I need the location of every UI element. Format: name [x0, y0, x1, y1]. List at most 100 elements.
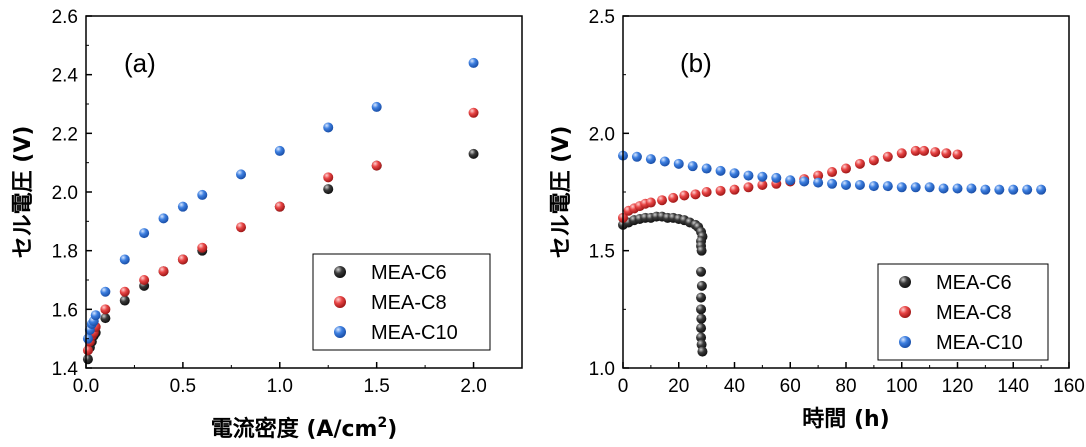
data-point	[827, 167, 838, 178]
data-point	[468, 57, 479, 68]
data-point	[236, 169, 247, 180]
data-point	[82, 345, 93, 356]
data-point	[919, 145, 930, 156]
data-point	[757, 171, 768, 182]
data-point	[701, 163, 712, 174]
data-point	[854, 158, 865, 169]
panel-a-legend: MEA-C6 MEA-C8 MEA-C10	[312, 253, 491, 351]
data-point	[119, 254, 130, 265]
legend-label: MEA-C8	[936, 302, 1012, 324]
data-point	[696, 280, 707, 291]
data-point	[696, 304, 707, 315]
data-point	[82, 354, 93, 365]
data-point	[100, 304, 111, 315]
data-point	[468, 148, 479, 159]
legend-label: MEA-C8	[371, 292, 447, 314]
data-point	[896, 182, 907, 193]
data-point	[854, 179, 865, 190]
series-mea-c8	[618, 145, 963, 223]
data-point	[323, 122, 334, 133]
data-point	[941, 148, 952, 159]
data-point	[274, 145, 285, 156]
legend-label: MEA-C10	[371, 322, 458, 344]
x-tick-label: 20	[668, 376, 689, 397]
data-point	[696, 313, 707, 324]
panel-b-ticks: 0 20 40 60 80 100 120 140 160 1.0 1.5 2.0 2.5	[589, 7, 1085, 397]
data-point	[715, 165, 726, 176]
data-point	[952, 183, 963, 194]
y-tick-label: 1.4	[52, 359, 79, 380]
data-point	[868, 181, 879, 192]
x-tick-label: 100	[886, 376, 918, 397]
data-point	[799, 176, 810, 187]
data-point	[827, 178, 838, 189]
series-mea-c6	[618, 211, 708, 357]
data-point	[696, 292, 707, 303]
data-point	[938, 183, 949, 194]
legend-marker	[334, 326, 346, 338]
x-tick-label: 160	[1053, 376, 1085, 397]
data-point	[841, 179, 851, 190]
data-point	[673, 158, 684, 169]
data-point	[657, 195, 668, 206]
panel-b-xlabel: 時間 (h)	[802, 407, 889, 432]
x-tick-label: 120	[942, 376, 974, 397]
legend-label: MEA-C6	[371, 262, 447, 284]
y-tick-label: 1.0	[589, 359, 615, 380]
data-point	[236, 222, 247, 233]
panel-b-legend: MEA-C6 MEA-C8 MEA-C10	[877, 263, 1049, 361]
x-tick-label: 0.0	[73, 376, 99, 397]
data-point	[371, 101, 382, 112]
data-point	[323, 172, 334, 183]
data-point	[743, 170, 754, 181]
panel-a-plot	[82, 57, 479, 365]
data-point	[729, 184, 740, 195]
data-point	[696, 245, 707, 256]
series-mea-c10	[82, 57, 479, 344]
panel-b: 0 20 40 60 80 100 120 140 160 1.0 1.5 2.0 2.5 (b) 時間…	[549, 7, 1085, 432]
x-tick-label: 0.5	[170, 376, 196, 397]
data-point	[715, 185, 726, 196]
legend-label: MEA-C10	[936, 332, 1023, 354]
data-point	[139, 275, 150, 285]
data-point	[158, 266, 169, 277]
legend-marker	[899, 336, 911, 348]
data-point	[952, 149, 963, 160]
data-point	[813, 177, 824, 188]
data-point	[896, 148, 907, 159]
data-point	[100, 286, 111, 297]
data-point	[119, 295, 130, 306]
y-tick-label: 2.6	[52, 7, 78, 28]
x-tick-label: 80	[835, 376, 856, 397]
panel-a-ticks: 0.0 0.5 1.0 1.5 2.0 1.4 1.6 1.8 2.0 2.2 2.4 2.6	[52, 7, 487, 397]
data-point	[813, 170, 824, 181]
data-point	[1036, 184, 1047, 195]
data-point	[659, 156, 670, 167]
panel-b-label: (b)	[680, 48, 712, 78]
y-tick-label: 2.5	[589, 7, 615, 28]
x-tick-label: 60	[780, 376, 801, 397]
data-point	[197, 189, 208, 200]
legend-marker	[899, 306, 911, 318]
data-point	[841, 163, 851, 174]
data-point	[645, 154, 656, 165]
x-tick-label: 1.0	[267, 376, 293, 397]
legend-marker	[334, 266, 346, 278]
x-tick-label: 0	[618, 376, 629, 397]
data-point	[980, 184, 991, 195]
panel-a-label: (a)	[124, 48, 156, 78]
y-tick-label: 2.0	[52, 183, 78, 204]
y-tick-label: 2.0	[589, 124, 615, 145]
data-point	[882, 181, 893, 192]
data-point	[743, 182, 754, 193]
data-point	[696, 323, 707, 334]
legend-label: MEA-C6	[936, 272, 1012, 294]
data-point	[158, 213, 169, 224]
data-point	[139, 228, 150, 239]
data-point	[100, 313, 111, 324]
data-point	[687, 161, 698, 172]
x-tick-label: 140	[997, 376, 1029, 397]
legend-marker	[899, 276, 911, 288]
data-point	[930, 147, 941, 158]
data-point	[924, 182, 935, 193]
